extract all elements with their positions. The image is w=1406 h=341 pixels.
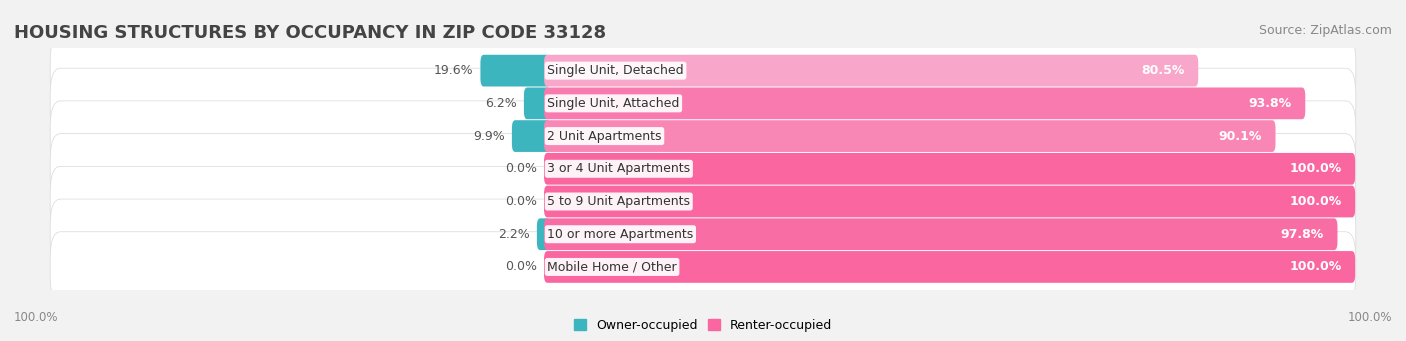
FancyBboxPatch shape — [537, 218, 551, 250]
Text: Single Unit, Detached: Single Unit, Detached — [547, 64, 683, 77]
Text: 2.2%: 2.2% — [498, 228, 530, 241]
FancyBboxPatch shape — [544, 153, 1355, 185]
Text: 100.0%: 100.0% — [1347, 311, 1392, 324]
Text: 10 or more Apartments: 10 or more Apartments — [547, 228, 693, 241]
Text: 100.0%: 100.0% — [1289, 261, 1341, 273]
FancyBboxPatch shape — [512, 120, 551, 152]
FancyBboxPatch shape — [544, 251, 1355, 283]
Text: 90.1%: 90.1% — [1219, 130, 1261, 143]
FancyBboxPatch shape — [544, 88, 1305, 119]
Text: Source: ZipAtlas.com: Source: ZipAtlas.com — [1258, 24, 1392, 37]
Text: 100.0%: 100.0% — [1289, 195, 1341, 208]
FancyBboxPatch shape — [544, 218, 1337, 250]
Text: 6.2%: 6.2% — [485, 97, 517, 110]
Text: Mobile Home / Other: Mobile Home / Other — [547, 261, 676, 273]
FancyBboxPatch shape — [51, 166, 1355, 237]
Text: HOUSING STRUCTURES BY OCCUPANCY IN ZIP CODE 33128: HOUSING STRUCTURES BY OCCUPANCY IN ZIP C… — [14, 24, 606, 42]
FancyBboxPatch shape — [481, 55, 551, 87]
FancyBboxPatch shape — [51, 35, 1355, 106]
FancyBboxPatch shape — [544, 55, 1198, 87]
Text: 93.8%: 93.8% — [1249, 97, 1292, 110]
FancyBboxPatch shape — [51, 199, 1355, 269]
Text: 5 to 9 Unit Apartments: 5 to 9 Unit Apartments — [547, 195, 690, 208]
Text: 9.9%: 9.9% — [472, 130, 505, 143]
Text: Single Unit, Attached: Single Unit, Attached — [547, 97, 679, 110]
Text: 80.5%: 80.5% — [1142, 64, 1185, 77]
FancyBboxPatch shape — [524, 88, 551, 119]
Text: 100.0%: 100.0% — [1289, 162, 1341, 175]
FancyBboxPatch shape — [51, 101, 1355, 171]
Text: 100.0%: 100.0% — [14, 311, 59, 324]
FancyBboxPatch shape — [544, 120, 1275, 152]
FancyBboxPatch shape — [544, 186, 1355, 217]
FancyBboxPatch shape — [51, 68, 1355, 138]
Text: 19.6%: 19.6% — [433, 64, 474, 77]
Text: 0.0%: 0.0% — [505, 195, 537, 208]
FancyBboxPatch shape — [51, 232, 1355, 302]
Legend: Owner-occupied, Renter-occupied: Owner-occupied, Renter-occupied — [568, 314, 838, 337]
Text: 0.0%: 0.0% — [505, 162, 537, 175]
FancyBboxPatch shape — [51, 134, 1355, 204]
Text: 3 or 4 Unit Apartments: 3 or 4 Unit Apartments — [547, 162, 690, 175]
Text: 97.8%: 97.8% — [1281, 228, 1324, 241]
Text: 0.0%: 0.0% — [505, 261, 537, 273]
Text: 2 Unit Apartments: 2 Unit Apartments — [547, 130, 662, 143]
